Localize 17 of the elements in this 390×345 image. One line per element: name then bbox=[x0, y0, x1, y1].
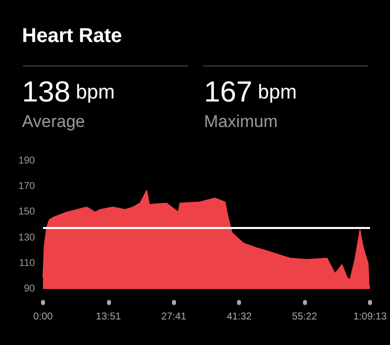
x-tick-label: 0:00 bbox=[33, 312, 54, 322]
y-tick-label: 90 bbox=[24, 284, 36, 294]
x-tick-label: 41:32 bbox=[226, 312, 252, 322]
y-tick-label: 110 bbox=[19, 258, 36, 269]
text: Maximum bbox=[204, 112, 278, 131]
x-tick-label: 1:09:13 bbox=[353, 312, 388, 322]
chart-title: Heart Rate bbox=[22, 25, 122, 47]
y-tick-label: 190 bbox=[18, 156, 36, 166]
y-tick-label: 170 bbox=[18, 181, 36, 192]
y-tick-label: 150 bbox=[18, 206, 36, 218]
text: 138 bpm bbox=[22, 76, 115, 108]
x-tick-label: 13:51 bbox=[96, 312, 122, 322]
x-tick-label: 55:22 bbox=[292, 312, 318, 322]
y-tick-label: 130 bbox=[18, 232, 36, 244]
text: Average bbox=[22, 112, 86, 131]
text: 167 bpm bbox=[204, 76, 297, 108]
x-tick-label: 27:41 bbox=[161, 312, 187, 322]
